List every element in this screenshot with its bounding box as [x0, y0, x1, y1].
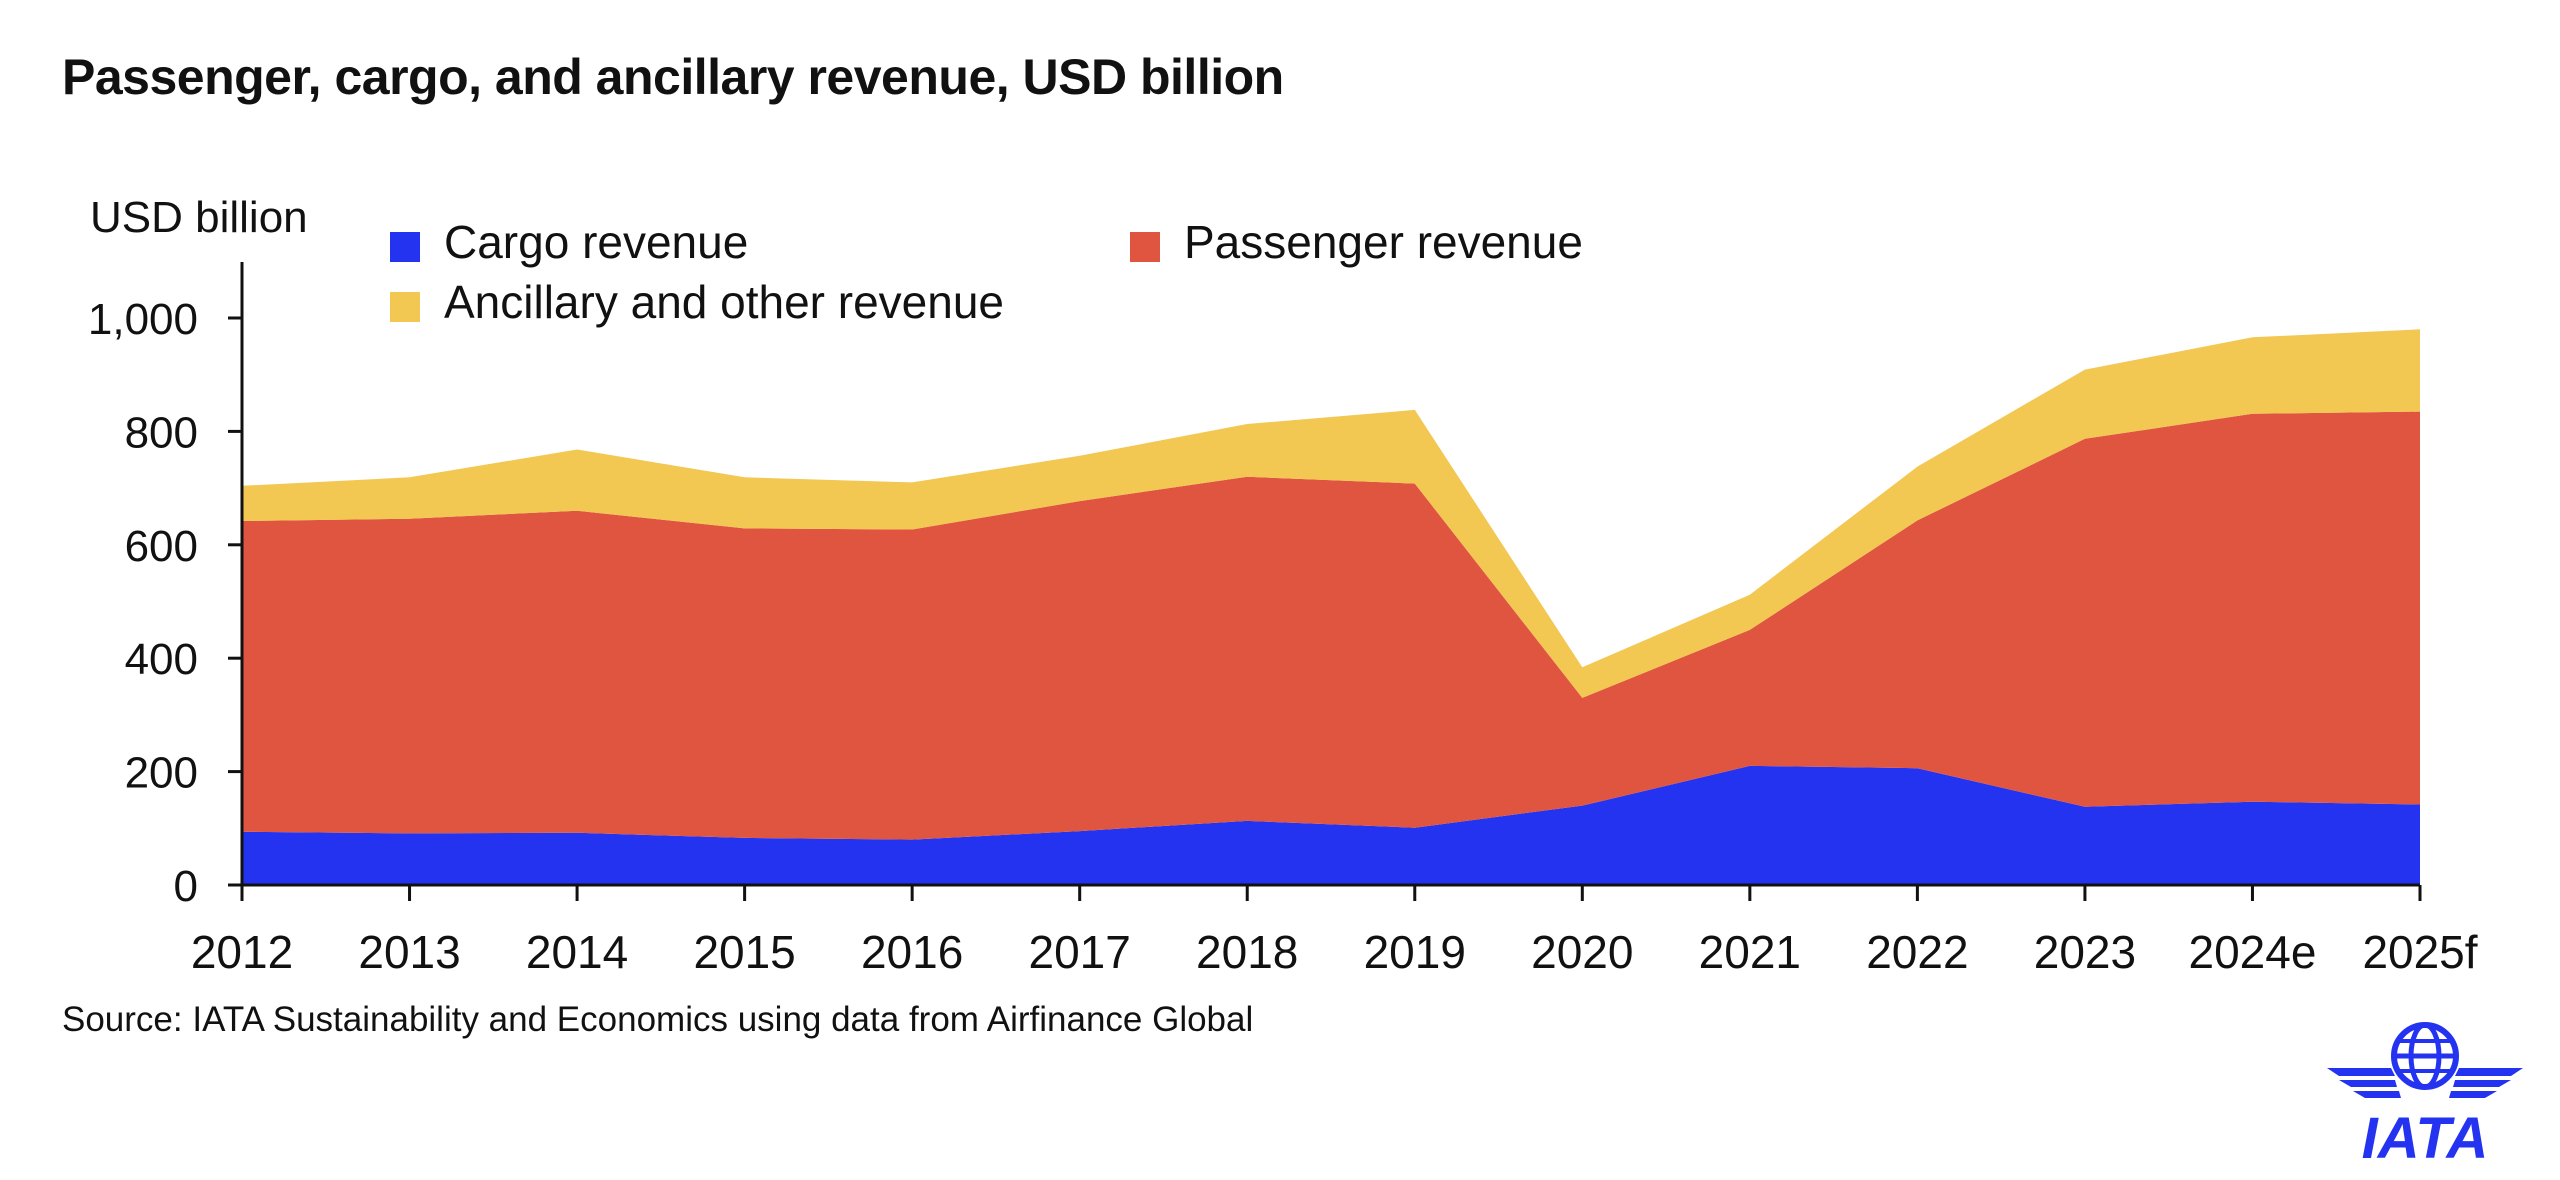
area-layer: [242, 329, 2420, 885]
x-tick-label: 2021: [1699, 926, 1801, 978]
legend-label: Passenger revenue: [1184, 216, 1583, 268]
x-tick-label: 2019: [1364, 926, 1466, 978]
y-axis-label: USD billion: [90, 193, 308, 242]
x-tick-label: 2013: [358, 926, 460, 978]
x-tick-label: 2018: [1196, 926, 1298, 978]
iata-logo: IATA: [2327, 1022, 2523, 1165]
stacked-area-chart: 0 200 400 600 800 1,000 2012 2013 2014 2015 2016 20…: [88, 193, 2478, 978]
x-tick-label: 2020: [1531, 926, 1633, 978]
x-tick-label: 2015: [693, 926, 795, 978]
y-tick-label: 1,000: [88, 295, 198, 344]
y-tick-label: 800: [125, 408, 198, 457]
x-tick-label: 2025f: [2362, 926, 2477, 978]
area-passenger-revenue: [242, 411, 2420, 840]
axes-layer: 0 200 400 600 800 1,000 2012 2013 2014 2015 2016 20…: [88, 262, 2478, 978]
x-tick-label: 2024e: [2189, 926, 2317, 978]
x-tick-label: 2012: [191, 926, 293, 978]
legend-swatch: [390, 232, 420, 262]
legend-label: Ancillary and other revenue: [444, 276, 1004, 328]
x-tick-label: 2017: [1029, 926, 1131, 978]
chart-title: Passenger, cargo, and ancillary revenue,…: [62, 49, 1284, 105]
y-tick-label: 600: [125, 522, 198, 571]
y-tick-label: 0: [174, 862, 198, 911]
legend-swatch: [390, 292, 420, 322]
legend-label: Cargo revenue: [444, 216, 748, 268]
legend: Cargo revenue Passenger revenue Ancillary …: [390, 216, 1583, 328]
wings-icon: [2327, 1068, 2523, 1098]
y-tick-label: 200: [125, 749, 198, 798]
globe-icon: [2391, 1022, 2459, 1090]
x-tick-label: 2022: [1866, 926, 1968, 978]
legend-swatch: [1130, 232, 1160, 262]
area-cargo-revenue: [242, 765, 2420, 885]
x-tick-label: 2014: [526, 926, 628, 978]
x-tick-label: 2016: [861, 926, 963, 978]
logo-text: IATA: [2362, 1106, 2489, 1165]
area-ancillary-and-other-revenue: [242, 329, 2420, 698]
y-tick-label: 400: [125, 635, 198, 684]
source-note: Source: IATA Sustainability and Economic…: [62, 1000, 1254, 1039]
x-tick-label: 2023: [2034, 926, 2136, 978]
